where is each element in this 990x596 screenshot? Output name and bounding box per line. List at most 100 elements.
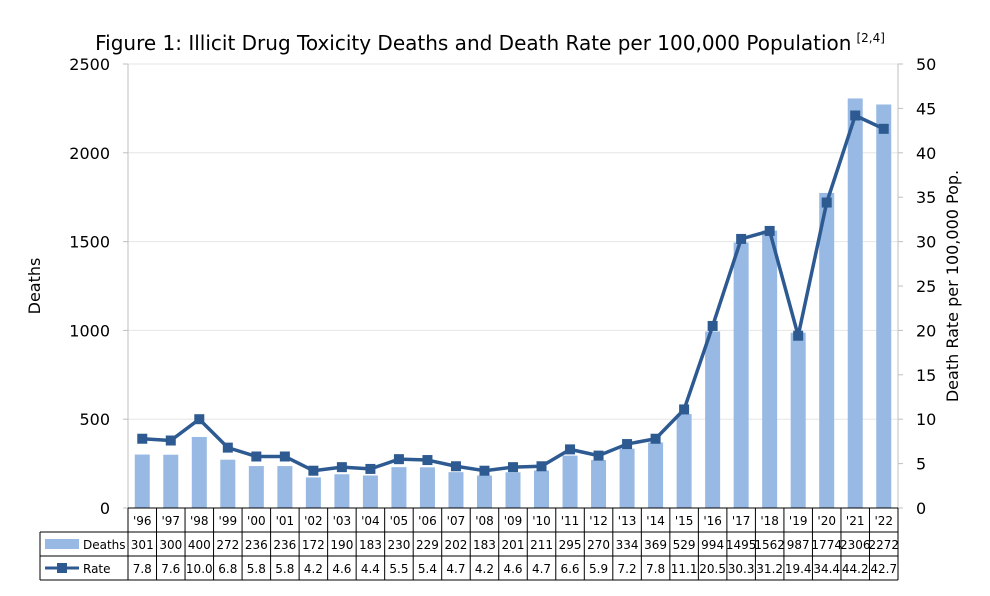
category-label: '13 bbox=[618, 514, 637, 528]
bar-deaths-'11 bbox=[562, 455, 578, 508]
table-rate-value: 4.2 bbox=[304, 562, 323, 576]
axes bbox=[127, 64, 899, 509]
bar-deaths-'13 bbox=[619, 448, 635, 508]
bar-deaths-'20 bbox=[819, 192, 835, 508]
table-deaths-value: 172 bbox=[302, 538, 325, 552]
table-rate-value: 7.6 bbox=[161, 562, 180, 576]
table-deaths-value: 201 bbox=[502, 538, 525, 552]
rate-point-'97 bbox=[165, 435, 176, 446]
rate-point-'09 bbox=[508, 462, 518, 473]
deaths-bars bbox=[134, 98, 892, 508]
right-tick-label: 0 bbox=[916, 499, 926, 518]
bar-deaths-'09 bbox=[505, 472, 521, 508]
rate-point-'10 bbox=[536, 461, 547, 472]
bar-deaths-'96 bbox=[134, 454, 150, 508]
left-tick-label: 0 bbox=[100, 499, 110, 518]
table-deaths-value: 1495 bbox=[726, 538, 757, 552]
rate-point-'98 bbox=[194, 414, 205, 425]
right-axis-title: Death Rate per 100,000 Pop. bbox=[943, 170, 962, 402]
bar-deaths-'22 bbox=[876, 104, 892, 508]
table-rate-value: 10.0 bbox=[186, 562, 213, 576]
category-label: '07 bbox=[447, 514, 466, 528]
table-deaths-value: 295 bbox=[559, 538, 582, 552]
category-label: '10 bbox=[532, 514, 551, 528]
bar-deaths-'12 bbox=[591, 460, 607, 508]
table-deaths-value: 202 bbox=[445, 538, 468, 552]
table-deaths-value: 1774 bbox=[811, 538, 842, 552]
rate-point-'18 bbox=[764, 225, 775, 236]
table-rate-value: 7.2 bbox=[618, 562, 637, 576]
table-rate-value: 5.8 bbox=[247, 562, 266, 576]
bar-deaths-'99 bbox=[220, 459, 236, 508]
bar-deaths-'06 bbox=[419, 467, 435, 508]
rate-point-'11 bbox=[565, 444, 576, 455]
bar-deaths-'05 bbox=[391, 467, 407, 508]
bar-deaths-'18 bbox=[762, 230, 778, 508]
table-rate-value: 4.4 bbox=[361, 562, 380, 576]
table-rate-value: 5.4 bbox=[418, 562, 437, 576]
table-deaths-value: 183 bbox=[473, 538, 496, 552]
rate-point-'99 bbox=[222, 442, 233, 453]
table-deaths-value: 994 bbox=[701, 538, 724, 552]
table-rate-value: 6.8 bbox=[218, 562, 237, 576]
category-label: '97 bbox=[161, 514, 180, 528]
bar-deaths-'03 bbox=[334, 474, 350, 508]
category-label: '15 bbox=[675, 514, 694, 528]
table-deaths-value: 270 bbox=[587, 538, 610, 552]
table-rate-value: 31.2 bbox=[756, 562, 783, 576]
rate-point-'21 bbox=[850, 110, 861, 121]
bar-deaths-'98 bbox=[191, 436, 207, 508]
rate-point-'08 bbox=[479, 465, 490, 476]
table-deaths-value: 1562 bbox=[754, 538, 785, 552]
rate-point-'02 bbox=[308, 465, 319, 476]
table-rate-value: 4.6 bbox=[332, 562, 351, 576]
table-rate-value: 4.6 bbox=[503, 562, 522, 576]
table-deaths-value: 229 bbox=[416, 538, 439, 552]
right-tick-label: 50 bbox=[916, 55, 936, 74]
category-label: '98 bbox=[190, 514, 209, 528]
rate-line bbox=[137, 110, 889, 476]
category-label: '12 bbox=[589, 514, 608, 528]
category-label: '02 bbox=[304, 514, 323, 528]
chart-title-text: Figure 1: Illicit Drug Toxicity Deaths a… bbox=[95, 31, 885, 55]
gridlines bbox=[128, 63, 898, 420]
data-table: '96 '97 '98 '99 '00 '01 '02 '03 '04 '05 '06 '07 '08 '… bbox=[39, 507, 899, 581]
rate-point-'01 bbox=[279, 451, 290, 462]
table-rate-value: 6.6 bbox=[560, 562, 579, 576]
table-rate-value: 44.2 bbox=[842, 562, 869, 576]
category-label: '18 bbox=[760, 514, 779, 528]
category-label: '19 bbox=[789, 514, 808, 528]
rate-point-'03 bbox=[336, 462, 347, 473]
table-deaths-value: 272 bbox=[216, 538, 239, 552]
table-deaths-value: 400 bbox=[188, 538, 211, 552]
right-tick-label: 40 bbox=[916, 144, 936, 163]
rate-point-'07 bbox=[450, 461, 461, 472]
rate-point-'13 bbox=[622, 439, 633, 450]
bar-deaths-'19 bbox=[790, 332, 806, 508]
bar-deaths-'04 bbox=[362, 475, 378, 508]
table-rate-value: 5.8 bbox=[275, 562, 294, 576]
rate-point-'04 bbox=[365, 463, 376, 474]
bar-deaths-'07 bbox=[448, 472, 464, 508]
table-deaths-value: 529 bbox=[673, 538, 696, 552]
bar-deaths-'10 bbox=[534, 470, 550, 508]
bar-deaths-'17 bbox=[733, 242, 749, 508]
table-deaths-value: 183 bbox=[359, 538, 382, 552]
category-label: '16 bbox=[703, 514, 722, 528]
rate-point-'20 bbox=[821, 197, 832, 208]
right-tick-label: 30 bbox=[916, 233, 936, 252]
left-axis-ticks: 0 500 1000 1500 2000 2500 bbox=[69, 55, 128, 518]
table-rate-value: 4.7 bbox=[446, 562, 465, 576]
category-label: '14 bbox=[646, 514, 665, 528]
table-deaths-value: 300 bbox=[159, 538, 182, 552]
table-rate-value: 5.5 bbox=[389, 562, 408, 576]
right-tick-label: 20 bbox=[916, 321, 936, 340]
left-tick-label: 1500 bbox=[69, 233, 110, 252]
category-label: '00 bbox=[247, 514, 266, 528]
table-rate-value: 5.9 bbox=[589, 562, 608, 576]
rate-point-'12 bbox=[593, 450, 604, 461]
category-label: '04 bbox=[361, 514, 380, 528]
bar-deaths-'15 bbox=[676, 414, 692, 508]
table-deaths-value: 301 bbox=[131, 538, 154, 552]
